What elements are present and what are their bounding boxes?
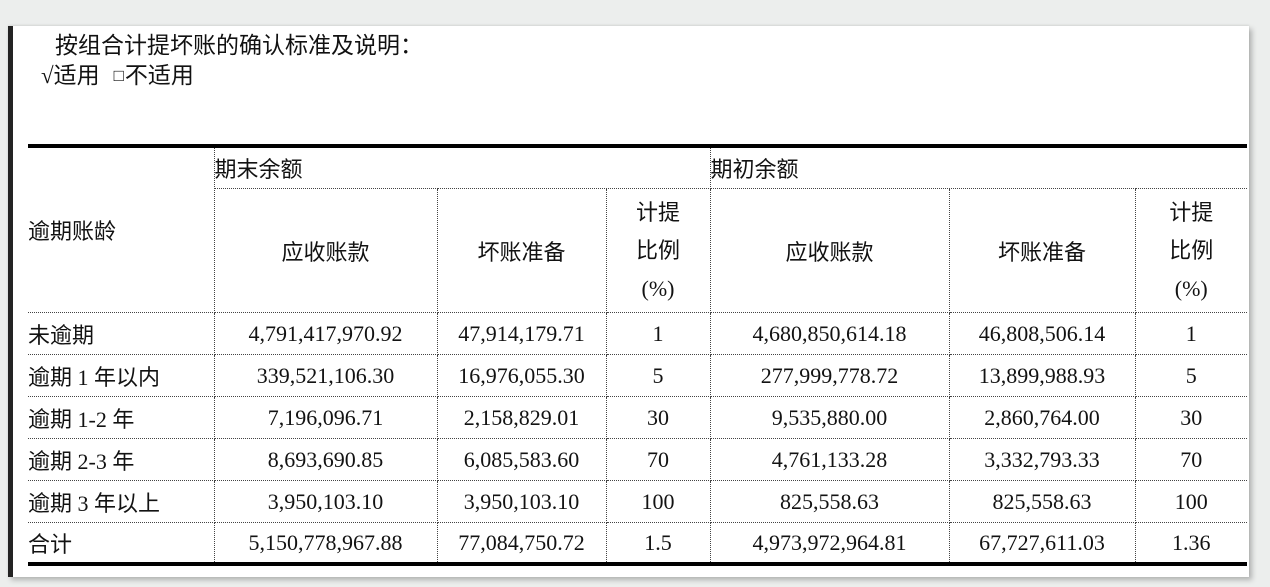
aging-cell: 逾期 2-3 年 [28,438,215,481]
end-receivable-cell: 3,950,103.10 [213,480,438,523]
begin-bad-debt-cell: 67,727,611.03 [948,522,1136,565]
end-bad-debt-cell: 47,914,179.71 [436,312,607,355]
bad-debt-aging-table: 逾期账龄 期末余额 期初余额 应收账款 坏账准备 计提 比例 (%) 应收账款 … [28,144,1248,566]
begin-ratio-cell: 1.36 [1134,522,1248,565]
end-ratio-cell: 100 [605,480,711,523]
begin-ratio-cell: 1 [1134,312,1248,355]
end-receivable-cell: 7,196,096.71 [213,396,438,439]
begin-bad-debt-cell: 2,860,764.00 [948,396,1136,439]
table-total-row: 合计 5,150,778,967.88 77,084,750.72 1.5 4,… [28,522,1248,565]
table-row: 逾期 1 年以内 339,521,106.30 16,976,055.30 5 … [28,354,1248,397]
end-receivable-cell: 339,521,106.30 [213,354,438,397]
ratio-header-line: (%) [641,275,675,301]
begin-bad-debt-cell: 825,558.63 [948,480,1136,523]
end-bad-debt-cell: 2,158,829.01 [436,396,607,439]
begin-ratio-cell: 30 [1134,396,1248,439]
end-ratio-cell: 70 [605,438,711,481]
col-header-period-begin: 期初余额 [709,145,1248,189]
col-header-ratio-end: 计提 比例 (%) [605,188,711,313]
col-header-receivable-begin: 应收账款 [709,188,950,313]
table-header-row-columns: 应收账款 坏账准备 计提 比例 (%) 应收账款 坏账准备 计提 比例 (%) [28,188,1248,313]
end-receivable-cell: 8,693,690.85 [213,438,438,481]
begin-bad-debt-cell: 3,332,793.33 [948,438,1136,481]
begin-receivable-cell: 4,973,972,964.81 [709,522,950,565]
check-icon: √ [41,63,54,88]
aging-cell: 逾期 3 年以上 [28,480,215,523]
table-row: 逾期 2-3 年 8,693,690.85 6,085,583.60 70 4,… [28,438,1248,481]
ratio-header-line: 比例 [635,237,680,263]
begin-receivable-cell: 277,999,778.72 [709,354,950,397]
end-receivable-cell: 5,150,778,967.88 [213,522,438,565]
aging-cell: 未逾期 [28,312,215,355]
col-header-bad-debt-begin: 坏账准备 [948,188,1136,313]
col-header-aging: 逾期账龄 [28,145,215,313]
col-header-period-end: 期末余额 [213,145,711,189]
begin-receivable-cell: 9,535,880.00 [709,396,950,439]
table-row: 逾期 1-2 年 7,196,096.71 2,158,829.01 30 9,… [28,396,1248,439]
end-ratio-cell: 1.5 [605,522,711,565]
end-bad-debt-cell: 6,085,583.60 [436,438,607,481]
begin-receivable-cell: 825,558.63 [709,480,950,523]
begin-bad-debt-cell: 13,899,988.93 [948,354,1136,397]
end-ratio-cell: 1 [605,312,711,355]
applicable-label: 适用 [53,63,100,88]
begin-bad-debt-cell: 46,808,506.14 [948,312,1136,355]
begin-receivable-cell: 4,761,133.28 [709,438,950,481]
col-header-bad-debt-end: 坏账准备 [436,188,607,313]
table-header-row-groups: 逾期账龄 期末余额 期初余额 [28,145,1248,313]
aging-cell: 逾期 1 年以内 [28,354,215,397]
table-row: 未逾期 4,791,417,970.92 47,914,179.71 1 4,6… [28,312,1248,355]
col-header-ratio-begin: 计提 比例 (%) [1134,188,1248,313]
ratio-header-line: 比例 [1169,237,1214,263]
section-title: 按组合计提坏账的确认标准及说明： [55,33,423,58]
aging-cell: 逾期 1-2 年 [28,396,215,439]
ratio-header-line: 计提 [635,199,680,225]
document-page: 按组合计提坏账的确认标准及说明： √适用 □不适用 逾期账龄 期末余额 期初余额 … [8,26,1249,577]
col-header-receivable-end: 应收账款 [214,188,438,313]
begin-ratio-cell: 100 [1134,480,1248,523]
end-bad-debt-cell: 77,084,750.72 [436,522,607,565]
ratio-header-line: (%) [1174,275,1208,301]
not-applicable-label: 不适用 [124,63,194,88]
ratio-header-line: 计提 [1169,199,1214,225]
end-ratio-cell: 30 [605,396,711,439]
begin-receivable-cell: 4,680,850,614.18 [709,312,950,355]
applicability-line: √适用 □不适用 [41,61,1249,93]
end-ratio-cell: 5 [605,354,711,397]
checkbox-empty-icon: □ [113,66,124,85]
end-bad-debt-cell: 3,950,103.10 [436,480,607,523]
begin-ratio-cell: 5 [1134,354,1248,397]
aging-cell: 合计 [28,522,215,565]
end-receivable-cell: 4,791,417,970.92 [213,312,438,355]
end-bad-debt-cell: 16,976,055.30 [436,354,607,397]
table-row: 逾期 3 年以上 3,950,103.10 3,950,103.10 100 8… [28,480,1248,523]
begin-ratio-cell: 70 [1134,438,1248,481]
